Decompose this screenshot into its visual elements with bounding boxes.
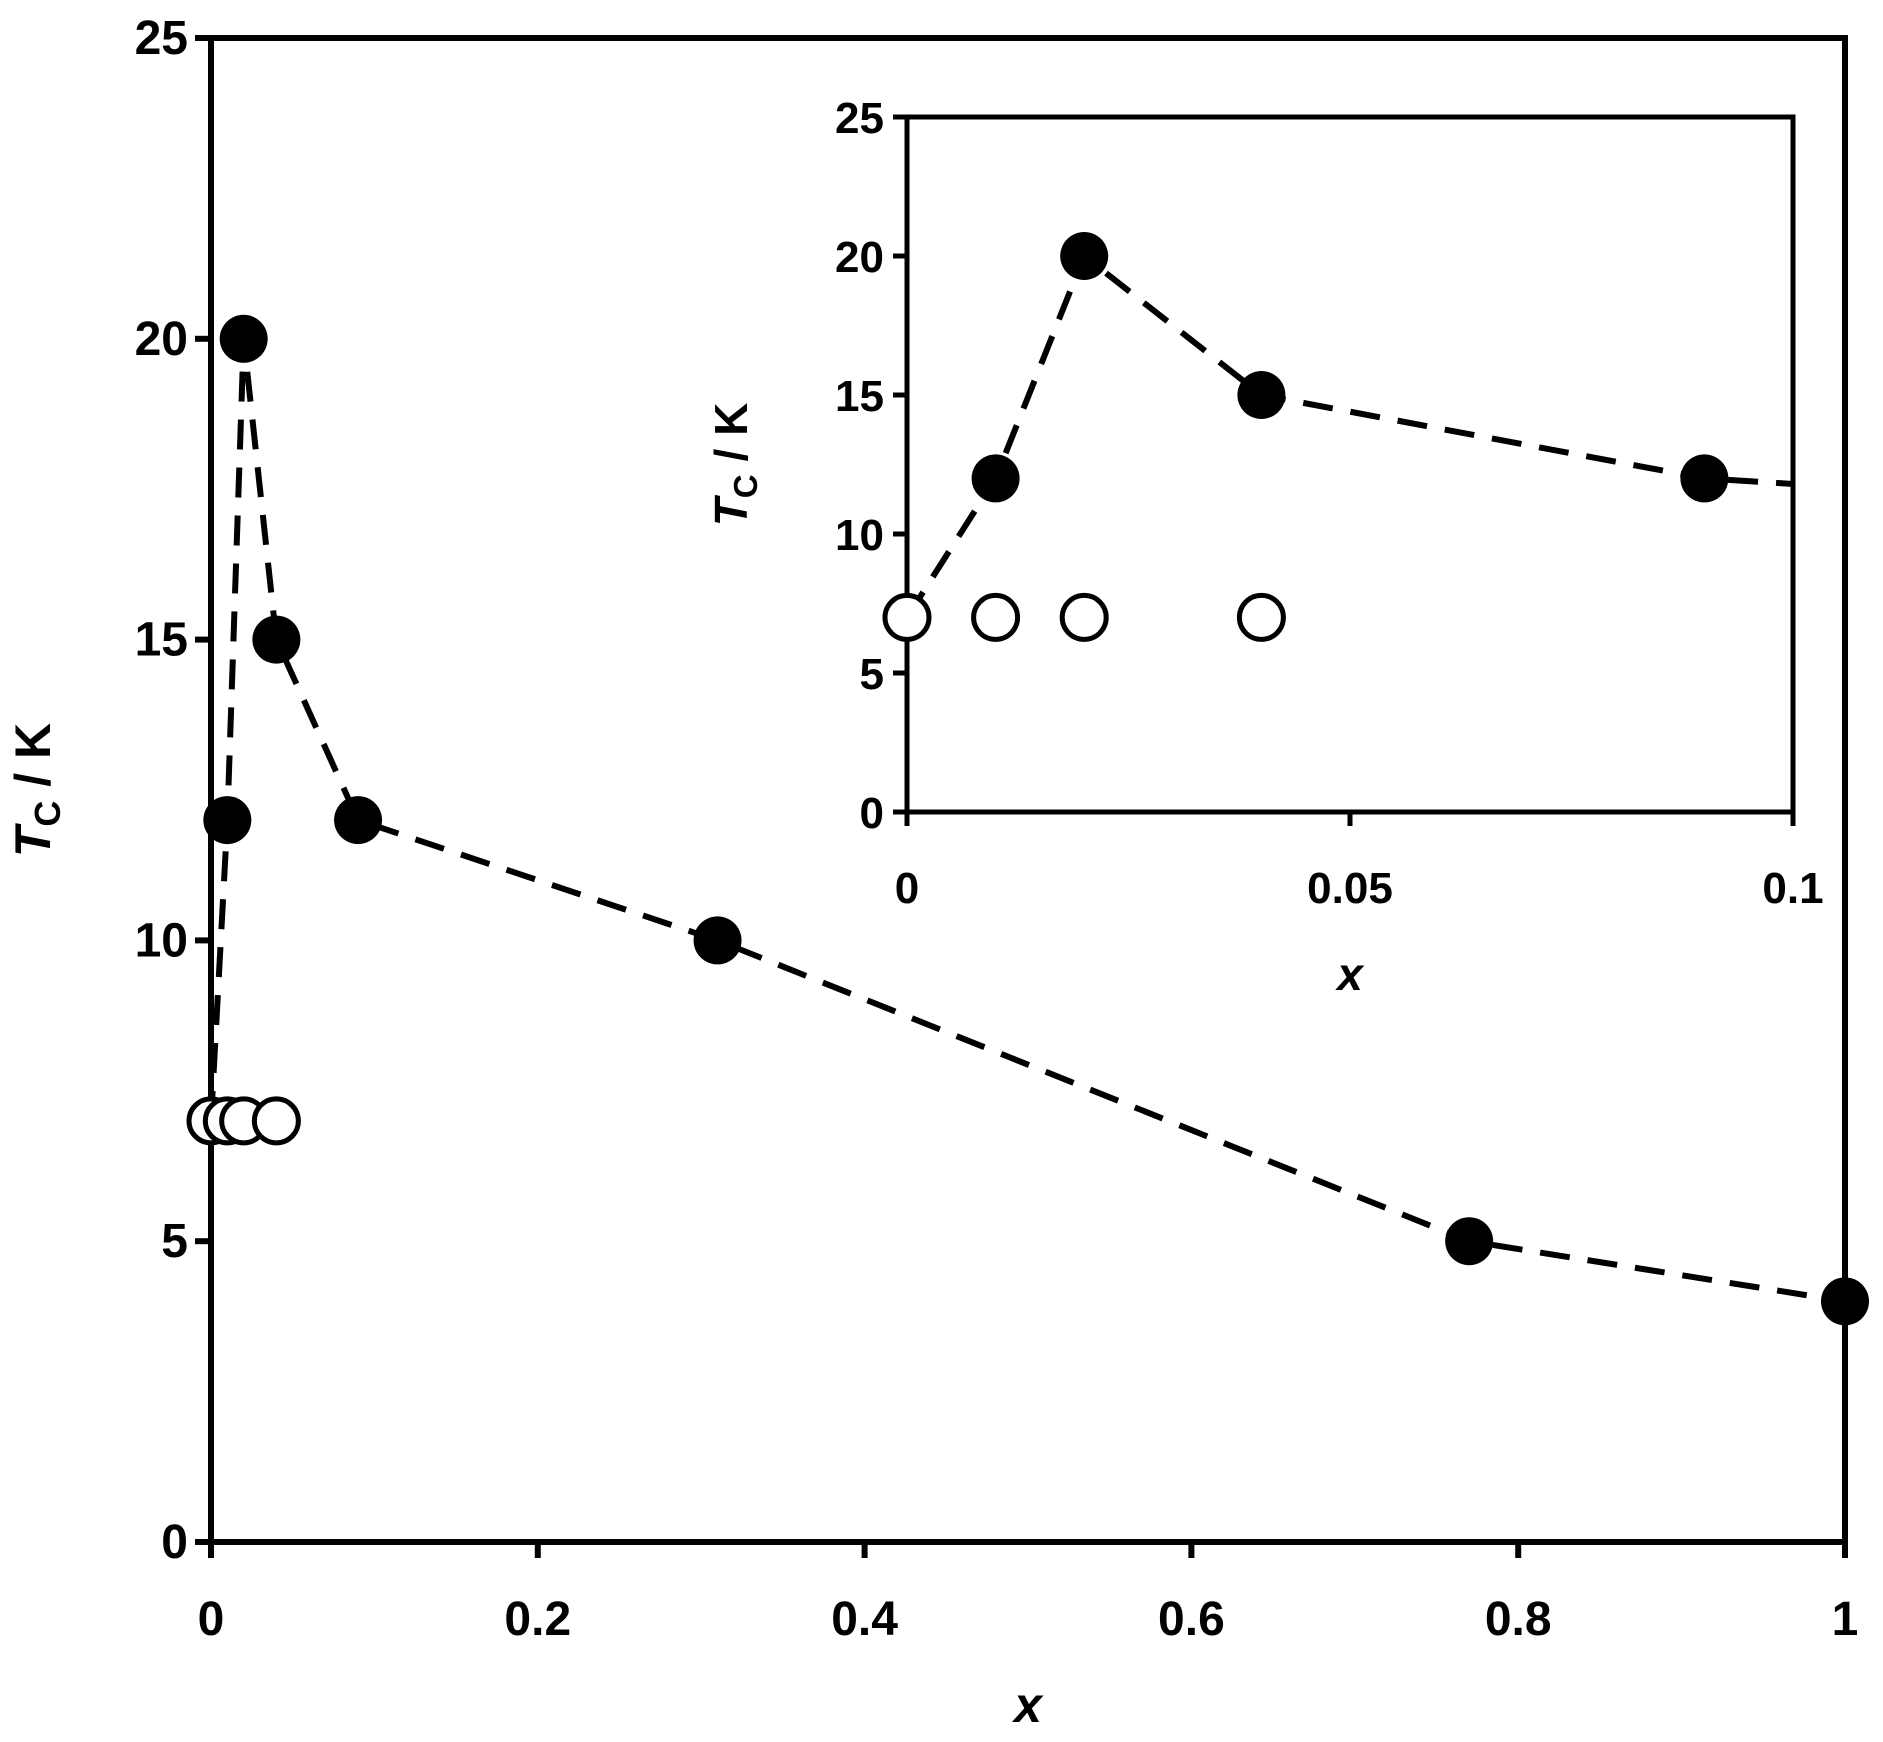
inset-y-axis-title: TC / K [705,403,765,527]
inset-filled-point [1237,371,1286,419]
main-y-tick-label: 25 [135,12,188,65]
main-y-tick-label: 10 [135,914,188,967]
main-open-point [251,1096,301,1146]
inset-open-point [1059,592,1109,642]
main-x-tick-label: 0.4 [831,1593,898,1646]
main-filled-point [1445,1217,1494,1266]
main-filled-point [219,314,268,363]
main-filled-point [203,796,252,845]
main-y-axis-title: TC / K [5,723,68,857]
main-y-tick-label: 5 [161,1215,188,1268]
main-x-axis-title: x [1011,1677,1044,1733]
inset-filled-point [1680,454,1729,503]
main-y-tick-label: 15 [135,614,188,667]
main-x-tick-label: 0.6 [1158,1593,1225,1646]
inset-filled-point [1060,232,1109,280]
inset-x-tick-label: 0.1 [1762,864,1823,913]
inset-x-axis-title: x [1334,948,1365,1000]
main-filled-point [693,916,742,965]
main-plot: 0 5 10 15 20 25 0 0.2 0.4 0.6 0.8 1 x TC / K [5,12,1869,1733]
main-y-tick-label: 20 [135,313,188,366]
inset-plot-frame [904,114,1796,815]
inset-y-tick-label: 25 [835,94,884,143]
inset-y-tick-label: 10 [835,511,884,560]
inset-y-tick-label: 5 [860,650,884,699]
inset-filled-point [971,454,1020,503]
inset-y-tick-label: 0 [860,789,884,838]
main-y-tick-label: 0 [161,1516,188,1569]
main-x-tick-label: 0 [198,1593,225,1646]
main-filled-point [1821,1277,1869,1326]
main-x-tick-label: 1 [1832,1593,1859,1646]
inset-x-tick-label: 0 [895,864,919,913]
main-x-tick-label: 0.8 [1485,1593,1552,1646]
main-plot-frame [208,35,1848,1545]
main-filled-point [334,796,383,845]
inset-x-tick-label: 0.05 [1307,864,1393,913]
main-x-tick-label: 0.2 [504,1593,571,1646]
main-filled-point [252,615,301,664]
inset-open-point [882,592,932,642]
inset-y-tick-label: 20 [835,233,884,282]
inset-open-point [1236,592,1286,642]
inset-y-tick-label: 15 [835,372,884,421]
inset-open-point [971,592,1021,642]
inset-plot: 0 5 10 15 20 25 0 0.05 0.1 x TC / K [705,94,1824,1000]
